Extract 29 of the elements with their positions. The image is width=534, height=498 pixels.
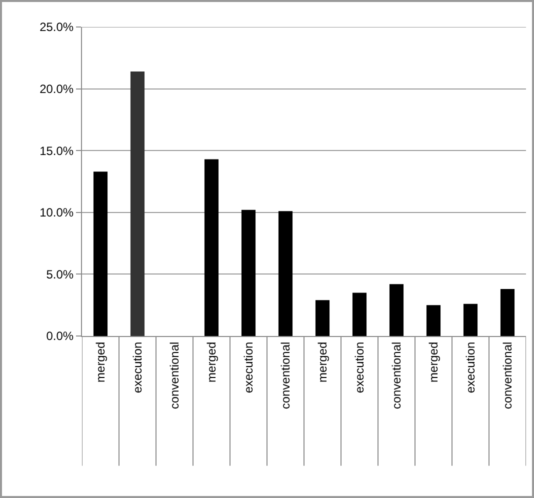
- bar: [93, 172, 108, 336]
- x-tick-label: conventional: [389, 342, 404, 410]
- bar: [426, 305, 441, 336]
- x-tick-label: conventional: [278, 342, 292, 410]
- bar: [130, 72, 145, 336]
- x-tick-label: execution: [352, 342, 366, 394]
- x-tick-label: conventional: [167, 342, 182, 410]
- y-tick-label: 5.0%: [46, 267, 74, 282]
- bar: [352, 292, 367, 336]
- x-tick-label: execution: [130, 342, 144, 394]
- x-tick-label: merged: [315, 342, 330, 382]
- x-tick-label: merged: [204, 342, 218, 382]
- bar: [241, 210, 256, 336]
- y-tick-label: 0.0%: [46, 329, 74, 344]
- bar: [315, 300, 330, 336]
- bar: [389, 284, 404, 336]
- bar: [278, 211, 293, 336]
- bar: [204, 159, 219, 336]
- x-tick-label: execution: [463, 342, 478, 394]
- y-tick-label: 10.0%: [40, 206, 74, 220]
- y-tick-label: 25.0%: [40, 20, 74, 34]
- x-tick-label: execution: [241, 342, 256, 394]
- y-tick-label: 20.0%: [40, 82, 74, 96]
- y-tick-label: 15.0%: [40, 144, 74, 158]
- bar: [500, 289, 515, 336]
- x-tick-label: merged: [426, 342, 440, 382]
- x-tick-label: merged: [93, 342, 108, 382]
- bar: [463, 304, 478, 336]
- x-tick-label: conventional: [500, 342, 514, 410]
